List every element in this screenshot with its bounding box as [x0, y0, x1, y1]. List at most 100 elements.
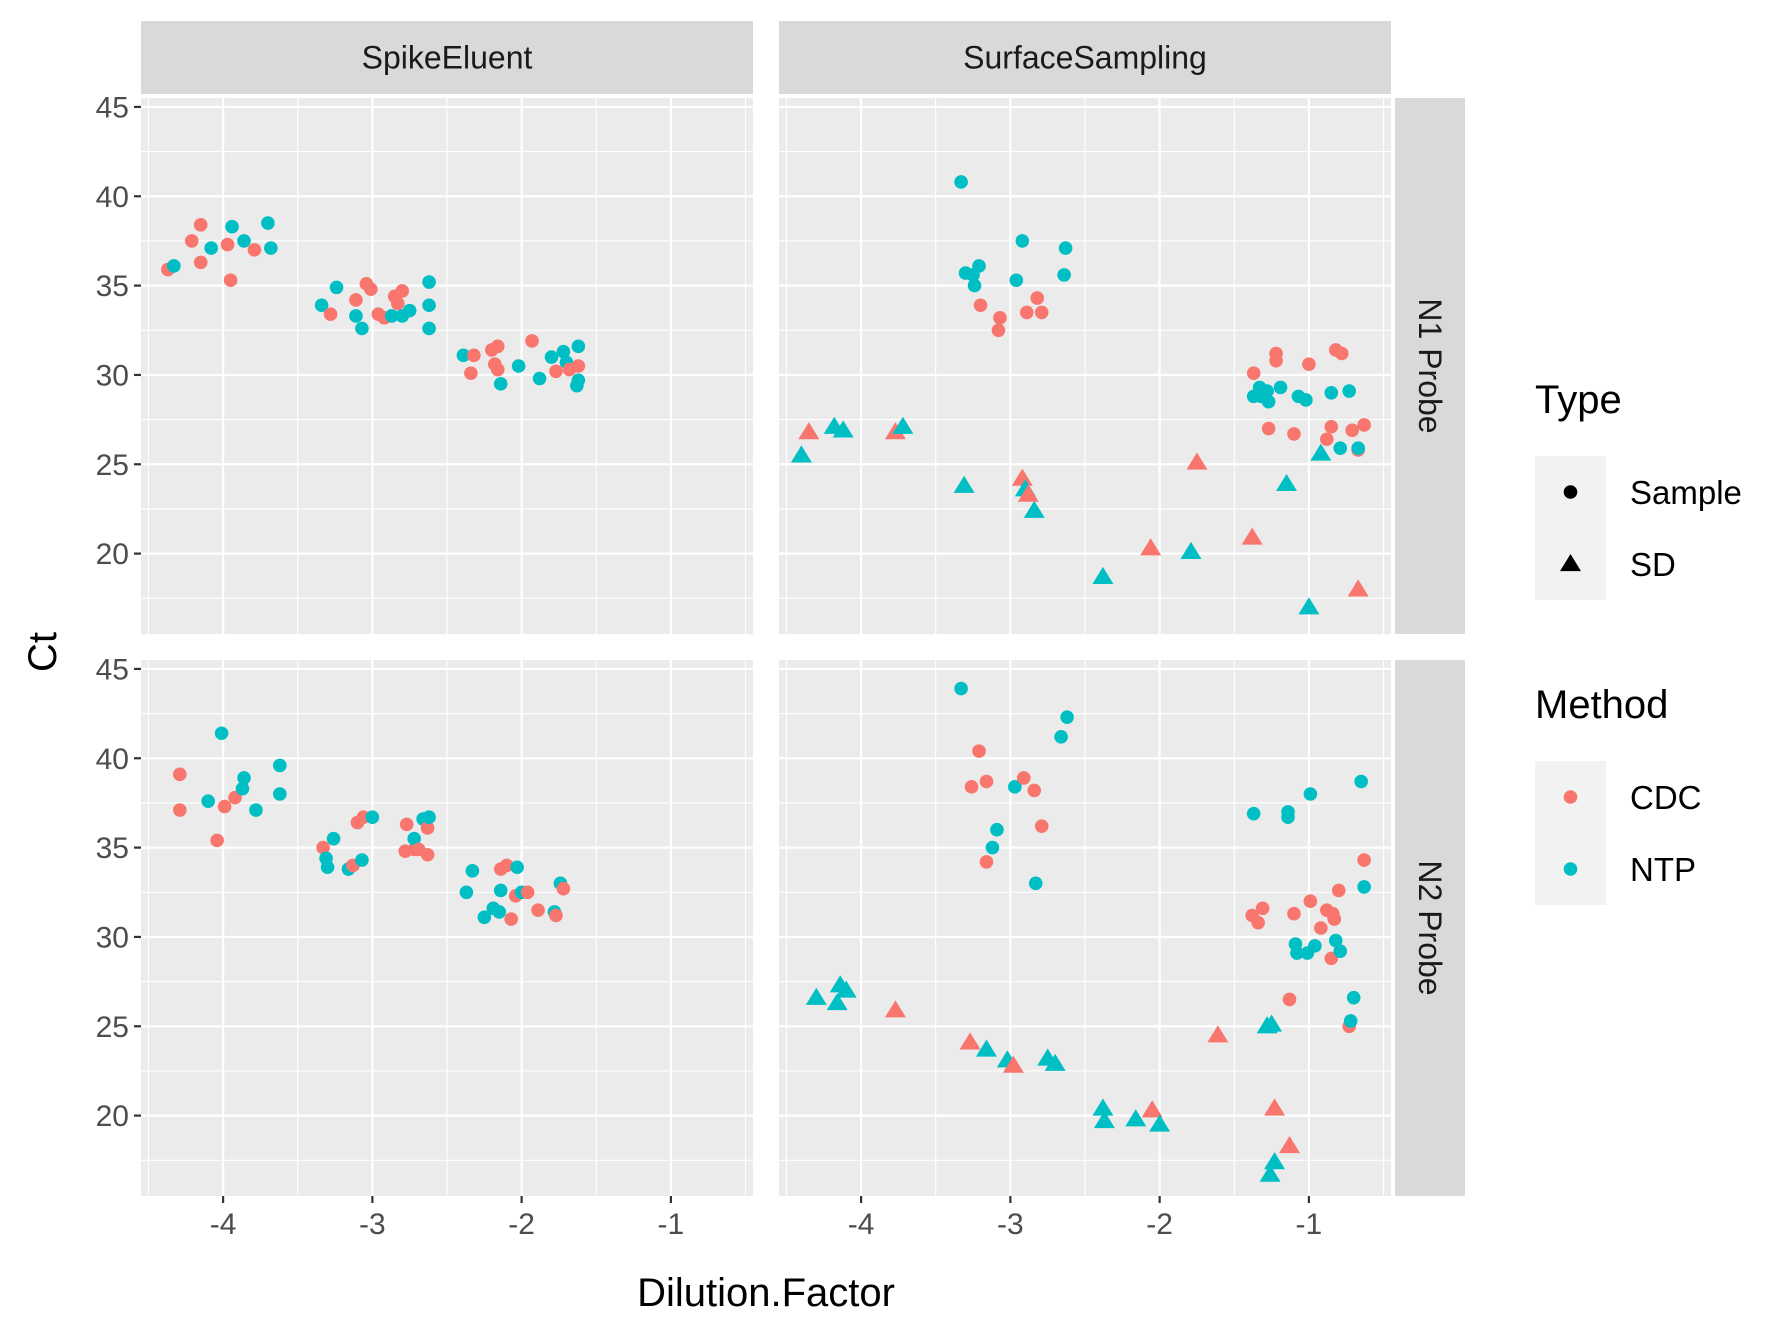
data-point-sd-cdc — [1264, 1098, 1286, 1116]
data-point-sd-cdc — [959, 1032, 981, 1050]
data-point-sample-ntp — [1343, 1014, 1358, 1028]
data-point-sample-ntp — [556, 344, 571, 359]
facet-strips: SpikeEluent SurfaceSampling N1 Probe N2 Pro… — [141, 21, 1465, 1196]
panel-spikeeluent-n2-probe — [141, 660, 753, 1196]
data-point-sd-ntp — [1044, 1053, 1066, 1071]
data-point-sample-ntp — [570, 378, 584, 393]
data-point-sd-ntp — [975, 1039, 997, 1057]
data-point-sd-ntp — [1023, 500, 1045, 518]
data-point-sample-ntp — [237, 234, 251, 248]
x-tick-label: -4 — [848, 1208, 875, 1241]
data-point-sample-ntp — [1333, 944, 1348, 959]
data-point-sd-cdc — [1186, 452, 1208, 470]
legend-label-sample: Sample — [1630, 474, 1742, 511]
data-point-sample-cdc — [979, 774, 994, 789]
x-tick-label: -4 — [210, 1208, 237, 1241]
x-tick-label: -3 — [359, 1208, 386, 1241]
data-point-sample-ntp — [326, 831, 341, 846]
data-point-sample-cdc — [1246, 366, 1261, 380]
data-point-sample-cdc — [1331, 883, 1346, 898]
y-tick-label: 40 — [96, 743, 129, 776]
data-point-sample-cdc — [549, 908, 563, 923]
points-spikeeluent-n2-probe — [173, 726, 571, 926]
data-point-sample-ntp — [990, 822, 1004, 837]
data-point-sample-ntp — [510, 860, 524, 875]
legend-label-sd: SD — [1630, 546, 1676, 583]
points-surfacesampling-n2-probe — [805, 681, 1371, 1182]
data-point-sample-ntp — [967, 278, 982, 293]
data-point-sd-ntp — [1093, 1110, 1115, 1129]
data-point-sample-ntp — [1028, 876, 1043, 891]
data-point-sd-cdc — [1141, 1100, 1163, 1118]
data-point-sample-cdc — [1357, 853, 1371, 867]
data-point-sample-ntp — [1054, 730, 1068, 744]
data-point-sample-cdc — [193, 255, 208, 270]
data-point-sample-cdc — [525, 334, 539, 348]
data-point-sample-ntp — [459, 885, 474, 900]
legend-type: Type Sample SD — [1535, 378, 1742, 600]
y-tick-label: 20 — [96, 538, 129, 571]
strip-label-surfacesampling: SurfaceSampling — [963, 40, 1207, 76]
data-point-sample-ntp — [954, 681, 968, 696]
data-point-sd-ntp — [805, 987, 827, 1005]
strip-label-n2-probe: N2 Probe — [1412, 860, 1448, 995]
data-point-sample-cdc — [556, 881, 571, 896]
data-point-sd-ntp — [892, 416, 914, 434]
data-point-sample-ntp — [511, 359, 526, 373]
data-point-sample-cdc — [1017, 771, 1031, 785]
data-point-sample-ntp — [422, 321, 436, 336]
y-tick-label: 45 — [96, 653, 129, 686]
data-point-sample-cdc — [1303, 894, 1318, 908]
data-point-sample-cdc — [571, 359, 586, 373]
data-point-sample-ntp — [384, 309, 399, 323]
points-spikeeluent-n1-probe — [161, 216, 586, 393]
data-point-sample-cdc — [1287, 427, 1301, 441]
data-point-sample-ntp — [456, 348, 471, 363]
data-point-sample-cdc — [1345, 423, 1359, 438]
data-point-sample-ntp — [1290, 946, 1304, 960]
data-point-sample-cdc — [467, 348, 481, 363]
data-point-sample-cdc — [210, 833, 224, 848]
data-point-sample-ntp — [422, 298, 436, 313]
data-point-sample-ntp — [355, 321, 369, 336]
y-axis-title: Ct — [21, 632, 65, 672]
data-point-sample-cdc — [1027, 783, 1042, 798]
data-point-sample-cdc — [323, 307, 338, 321]
data-point-sd-ntp — [1125, 1109, 1147, 1127]
data-point-sd-cdc — [884, 1000, 906, 1018]
data-point-sd-cdc — [798, 422, 820, 440]
legend-label-ntp: NTP — [1630, 851, 1696, 888]
data-point-sample-cdc — [1034, 305, 1049, 320]
data-point-sample-ntp — [493, 883, 508, 898]
data-point-sample-ntp — [264, 241, 278, 255]
data-point-sample-cdc — [247, 243, 262, 257]
data-point-sample-ntp — [1324, 386, 1339, 400]
data-point-sample-ntp — [261, 216, 275, 230]
legend-title-method: Method — [1535, 683, 1668, 727]
legend-title-type: Type — [1535, 378, 1622, 422]
data-point-sample-cdc — [390, 296, 405, 311]
data-point-sd-cdc — [1002, 1055, 1024, 1073]
data-point-sample-cdc — [1261, 421, 1276, 436]
data-point-sample-cdc — [1269, 353, 1283, 368]
data-point-sd-ntp — [835, 980, 857, 998]
data-point-sample-ntp — [1328, 933, 1343, 948]
panel-surfacesampling-n1-probe — [779, 98, 1391, 634]
data-point-sample-ntp — [204, 241, 218, 255]
data-point-sample-cdc — [228, 790, 242, 805]
strip-n2-probe — [1395, 660, 1465, 1196]
data-point-sample-cdc — [220, 237, 235, 252]
data-point-sample-cdc — [531, 903, 545, 917]
data-point-sd-ntp — [1180, 541, 1202, 559]
data-point-sample-cdc — [316, 840, 330, 855]
data-point-sd-cdc — [1207, 1025, 1229, 1043]
data-point-sample-ntp — [225, 219, 239, 234]
data-point-sample-ntp — [235, 781, 250, 796]
data-point-sample-ntp — [1303, 787, 1318, 801]
data-point-sample-cdc — [499, 858, 514, 873]
data-point-sample-ntp — [1281, 810, 1295, 825]
data-point-sd-cdc — [1011, 468, 1033, 486]
data-point-sample-ntp — [422, 275, 436, 289]
legend-method: Method CDC NTP — [1535, 683, 1702, 905]
data-point-sample-cdc — [973, 298, 988, 313]
